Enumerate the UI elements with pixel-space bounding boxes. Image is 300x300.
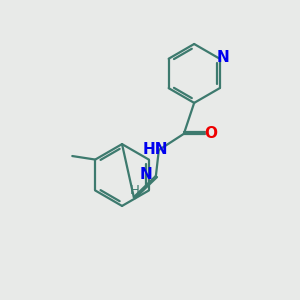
Text: HN: HN [142,142,168,157]
Text: N: N [140,167,153,182]
Text: N: N [217,50,230,65]
Text: H: H [130,184,139,197]
Text: O: O [204,126,217,141]
